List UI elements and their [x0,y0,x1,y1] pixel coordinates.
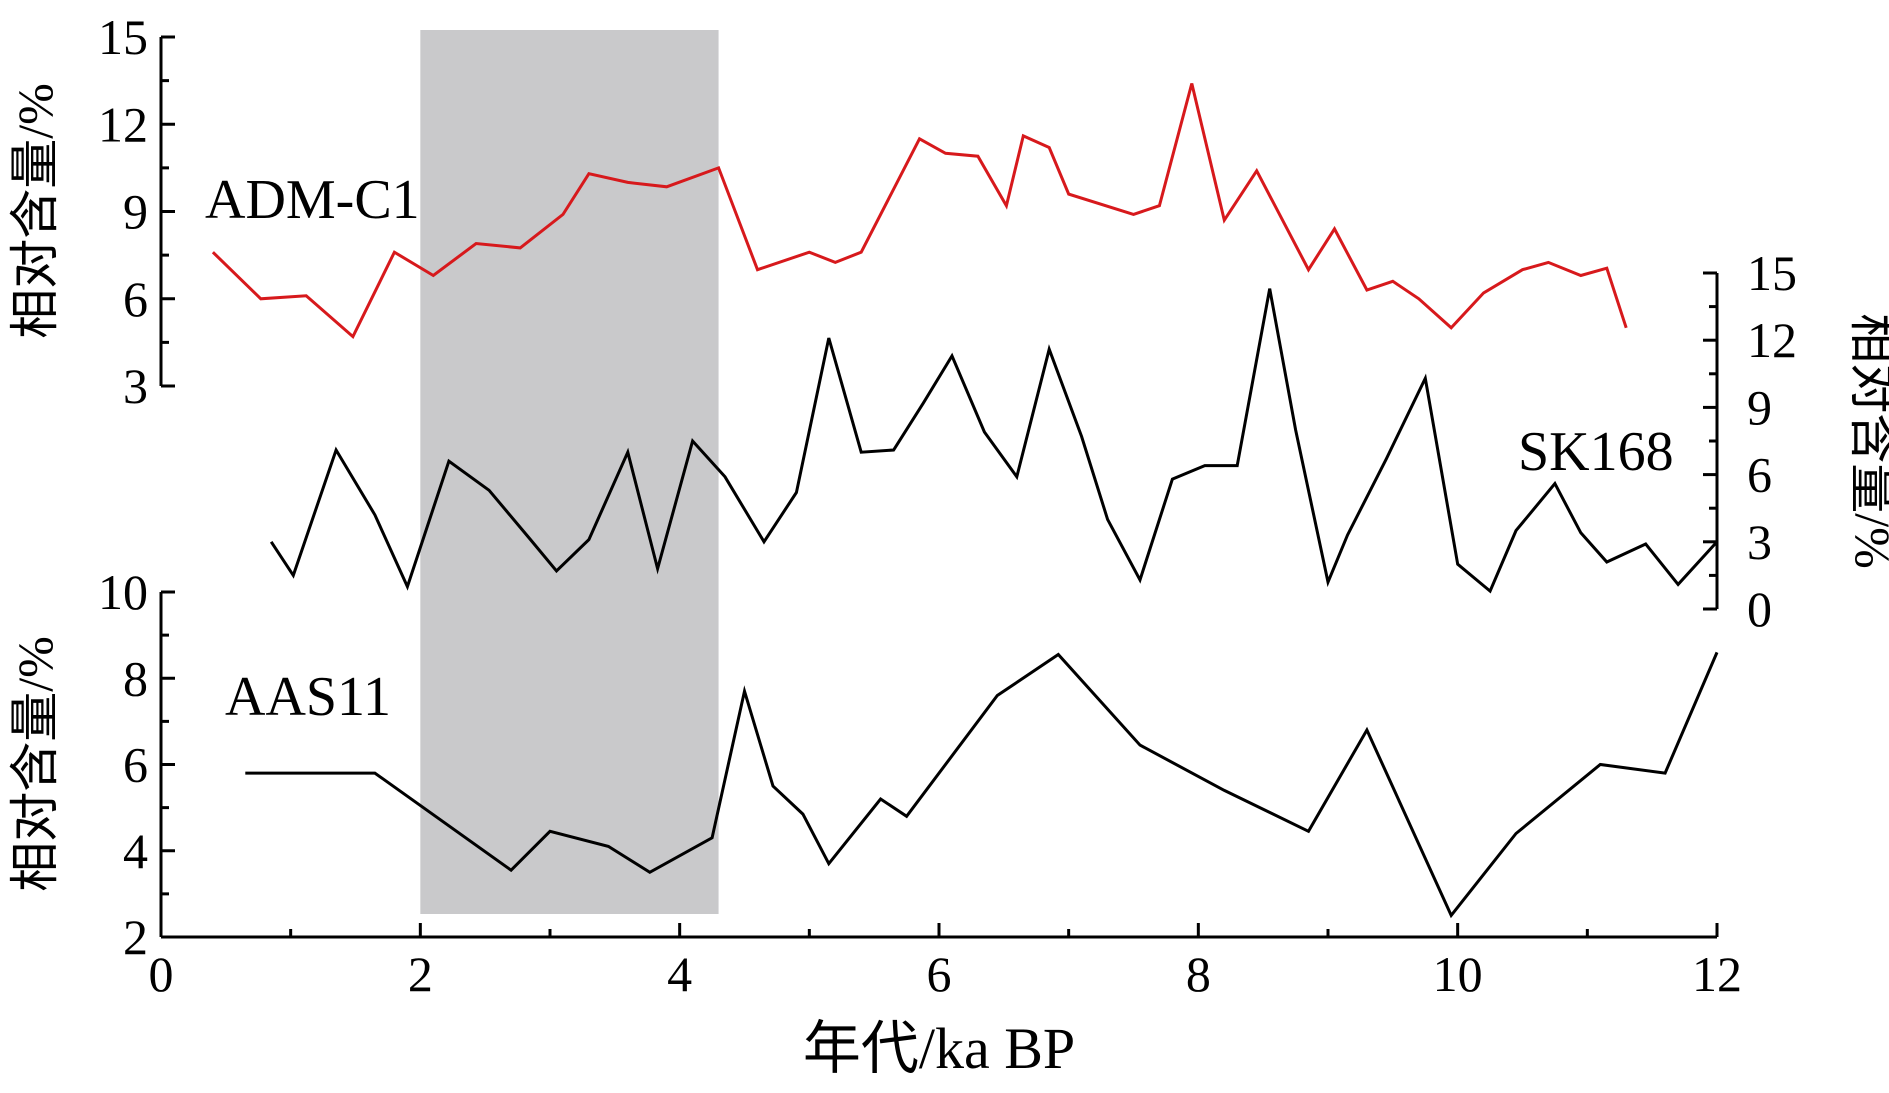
x-tick-label: 4 [667,946,692,1002]
y-tick-label: 3 [1747,514,1772,570]
x-tick-label: 12 [1692,946,1742,1002]
y-tick-label: 3 [123,358,148,414]
y-tick-label: 15 [98,9,148,65]
x-axis-label: 年代/ka BP [803,1016,1075,1081]
shaded-interval [420,30,719,914]
y-tick-label: 10 [98,564,148,620]
series-line-aas11 [245,651,1719,919]
y-tick-label: 6 [1747,447,1772,503]
x-tick-label: 0 [149,946,174,1002]
x-tick-label: 10 [1433,946,1483,1002]
series-label-aas11: AAS11 [225,666,391,728]
y-axis-label: 相对含量/% [7,636,63,892]
y-tick-label: 8 [123,650,148,706]
series-line-adm-c1 [211,83,1628,340]
y-tick-label: 9 [1747,379,1772,435]
series-label-adm-c1: ADM-C1 [205,169,420,231]
y-tick-label: 0 [1747,581,1772,637]
y-tick-label: 6 [123,271,148,327]
panel-adm-c1 [159,35,175,388]
x-tick-label: 6 [927,946,952,1002]
panel-sk168 [1703,271,1719,611]
y-tick-label: 6 [123,737,148,793]
panel-aas11 [159,590,175,939]
series-label-sk168: SK168 [1518,421,1674,483]
series-line-sk168 [269,288,1719,594]
y-tick-label: 9 [123,184,148,240]
y-tick-label: 15 [1747,245,1797,301]
x-tick-label: 2 [408,946,433,1002]
y-tick-label: 12 [1747,312,1797,368]
y-tick-label: 12 [98,96,148,152]
y-axis-label: 相对含量/% [7,83,63,339]
y-tick-label: 4 [123,823,148,879]
y-tick-label: 2 [123,909,148,965]
x-tick-label: 8 [1186,946,1211,1002]
y-axis-label: 相对含量/% [1845,313,1889,569]
